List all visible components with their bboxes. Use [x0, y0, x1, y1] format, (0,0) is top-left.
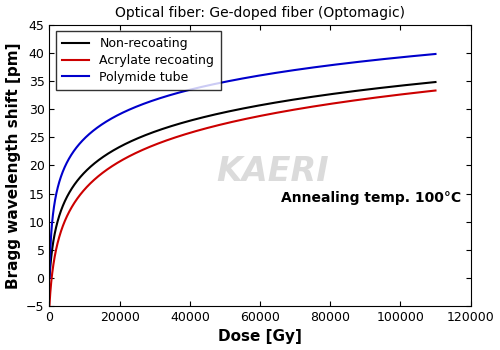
Polymide tube — [46, 276, 52, 280]
Non-recoating — [235, 107, 241, 112]
Polymide tube — [122, 110, 128, 114]
Non-recoating — [432, 80, 438, 84]
Acrylate recoating — [62, 217, 68, 222]
Acrylate recoating — [46, 303, 52, 307]
Line: Acrylate recoating: Acrylate recoating — [50, 91, 436, 305]
Text: KAERI: KAERI — [216, 155, 329, 188]
Acrylate recoating — [48, 280, 54, 284]
Acrylate recoating — [70, 204, 75, 208]
X-axis label: Dose [Gy]: Dose [Gy] — [218, 329, 302, 344]
Y-axis label: Bragg wavelength shift [pm]: Bragg wavelength shift [pm] — [6, 42, 20, 289]
Non-recoating — [46, 276, 52, 280]
Polymide tube — [235, 77, 241, 82]
Line: Non-recoating: Non-recoating — [50, 82, 436, 278]
Text: Annealing temp. 100°C: Annealing temp. 100°C — [281, 191, 461, 205]
Non-recoating — [48, 255, 54, 259]
Acrylate recoating — [432, 89, 438, 93]
Non-recoating — [70, 185, 75, 189]
Non-recoating — [62, 198, 68, 202]
Polymide tube — [70, 151, 75, 155]
Acrylate recoating — [235, 118, 241, 122]
Polymide tube — [432, 52, 438, 56]
Acrylate recoating — [412, 91, 418, 95]
Legend: Non-recoating, Acrylate recoating, Polymide tube: Non-recoating, Acrylate recoating, Polym… — [56, 31, 220, 90]
Title: Optical fiber: Ge-doped fiber (Optomagic): Optical fiber: Ge-doped fiber (Optomagic… — [115, 6, 405, 20]
Acrylate recoating — [122, 156, 128, 161]
Polymide tube — [62, 163, 68, 168]
Polymide tube — [48, 232, 54, 236]
Non-recoating — [122, 142, 128, 146]
Polymide tube — [412, 54, 418, 58]
Non-recoating — [412, 82, 418, 86]
Line: Polymide tube: Polymide tube — [50, 54, 436, 278]
